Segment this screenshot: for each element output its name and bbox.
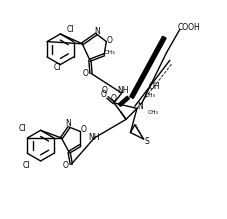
Text: CH₃: CH₃: [144, 93, 155, 98]
Polygon shape: [129, 36, 165, 98]
Text: Cl: Cl: [66, 25, 74, 34]
Text: O: O: [101, 86, 107, 95]
Text: O: O: [63, 161, 69, 170]
Polygon shape: [118, 96, 129, 106]
Text: O: O: [82, 69, 88, 78]
Text: CH₃: CH₃: [147, 110, 158, 115]
Text: Cl: Cl: [53, 63, 61, 72]
Text: S: S: [144, 137, 148, 146]
Text: N: N: [137, 102, 143, 111]
Text: N: N: [65, 119, 71, 128]
Text: CH₃: CH₃: [103, 50, 115, 55]
Text: OH: OH: [148, 82, 160, 91]
Text: N: N: [94, 27, 100, 36]
Text: Cl: Cl: [18, 124, 26, 133]
Text: O: O: [110, 94, 116, 104]
Text: O: O: [80, 125, 86, 134]
Text: O: O: [106, 36, 112, 45]
Text: NH: NH: [116, 86, 128, 95]
Text: Cl: Cl: [22, 161, 30, 170]
Text: O: O: [100, 90, 106, 99]
Text: COOH: COOH: [177, 23, 199, 32]
Text: NH: NH: [88, 133, 100, 143]
